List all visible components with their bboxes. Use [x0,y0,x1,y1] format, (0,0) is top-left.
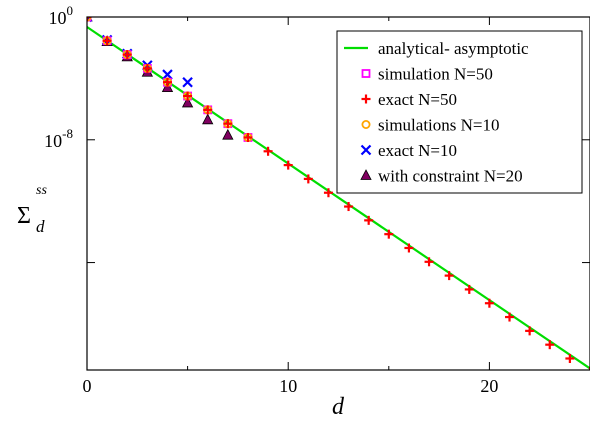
data-point [182,76,193,88]
data-point [384,229,394,239]
x-axis-label: d [332,394,345,420]
data-point [303,174,313,184]
data-point [283,160,293,170]
legend-label: exact N=50 [378,90,457,109]
data-point [364,215,374,225]
data-point [344,202,354,212]
legend-swatch [360,144,372,156]
legend: analytical- asymptotic simulation N=50 exa… [336,30,583,194]
legend-swatch [360,169,372,180]
y-axis-label-sub: d [36,217,45,236]
data-point [404,243,414,253]
x-axis: 0 10 20 [83,17,590,396]
data-point [424,257,434,267]
data-point [223,119,233,129]
data-point [323,188,333,198]
legend-entry: simulations N=10 [361,116,500,135]
legend-entry: simulation N=50 [361,65,493,84]
data-point [202,113,214,125]
y-axis: 100 10-8 [44,3,590,264]
legend-label: with constraint N=20 [378,167,523,186]
data-point [505,312,515,322]
legend-swatch [361,120,371,130]
y-axis-label-main: Σ [17,203,31,229]
data-point [102,36,112,46]
data-point [565,353,575,363]
y-tick-label: 100 [49,3,74,28]
plot-area [87,17,590,370]
legend-label: simulation N=50 [378,65,493,84]
data-point [162,69,173,80]
y-axis-label-sup: ss [36,183,47,198]
data-point [162,77,172,87]
legend-swatch [361,94,371,104]
data-point [222,128,234,140]
data-point [545,340,555,350]
legend-entry: exact N=50 [361,90,457,109]
legend-entry: with constraint N=20 [360,167,523,186]
y-tick-label: 10-8 [44,126,73,151]
data-point [464,284,474,294]
legend-label: analytical- asymptotic [378,39,529,58]
x-tick-label: 0 [83,376,92,396]
data-point [161,81,174,92]
plot-frame [86,16,590,371]
series-exact-n-50 [87,17,590,370]
legend-entry: exact N=10 [360,141,457,160]
y-axis-label: Σ d ss [17,183,47,236]
data-point [122,50,132,60]
data-point [142,63,152,73]
data-point [181,96,194,108]
x-tick-label: 20 [480,376,498,396]
legend-swatch [361,69,371,78]
data-point [263,146,273,156]
data-point [243,132,253,142]
data-point [203,105,213,115]
data-point [525,326,535,336]
legend-label: exact N=10 [378,141,457,160]
legend-box [336,30,583,194]
data-point [444,271,454,281]
data-point [183,91,193,101]
legend-label: simulations N=10 [378,116,500,135]
data-point [484,298,494,308]
x-tick-label: 10 [279,376,297,396]
legend-entry: analytical- asymptotic [344,39,529,58]
